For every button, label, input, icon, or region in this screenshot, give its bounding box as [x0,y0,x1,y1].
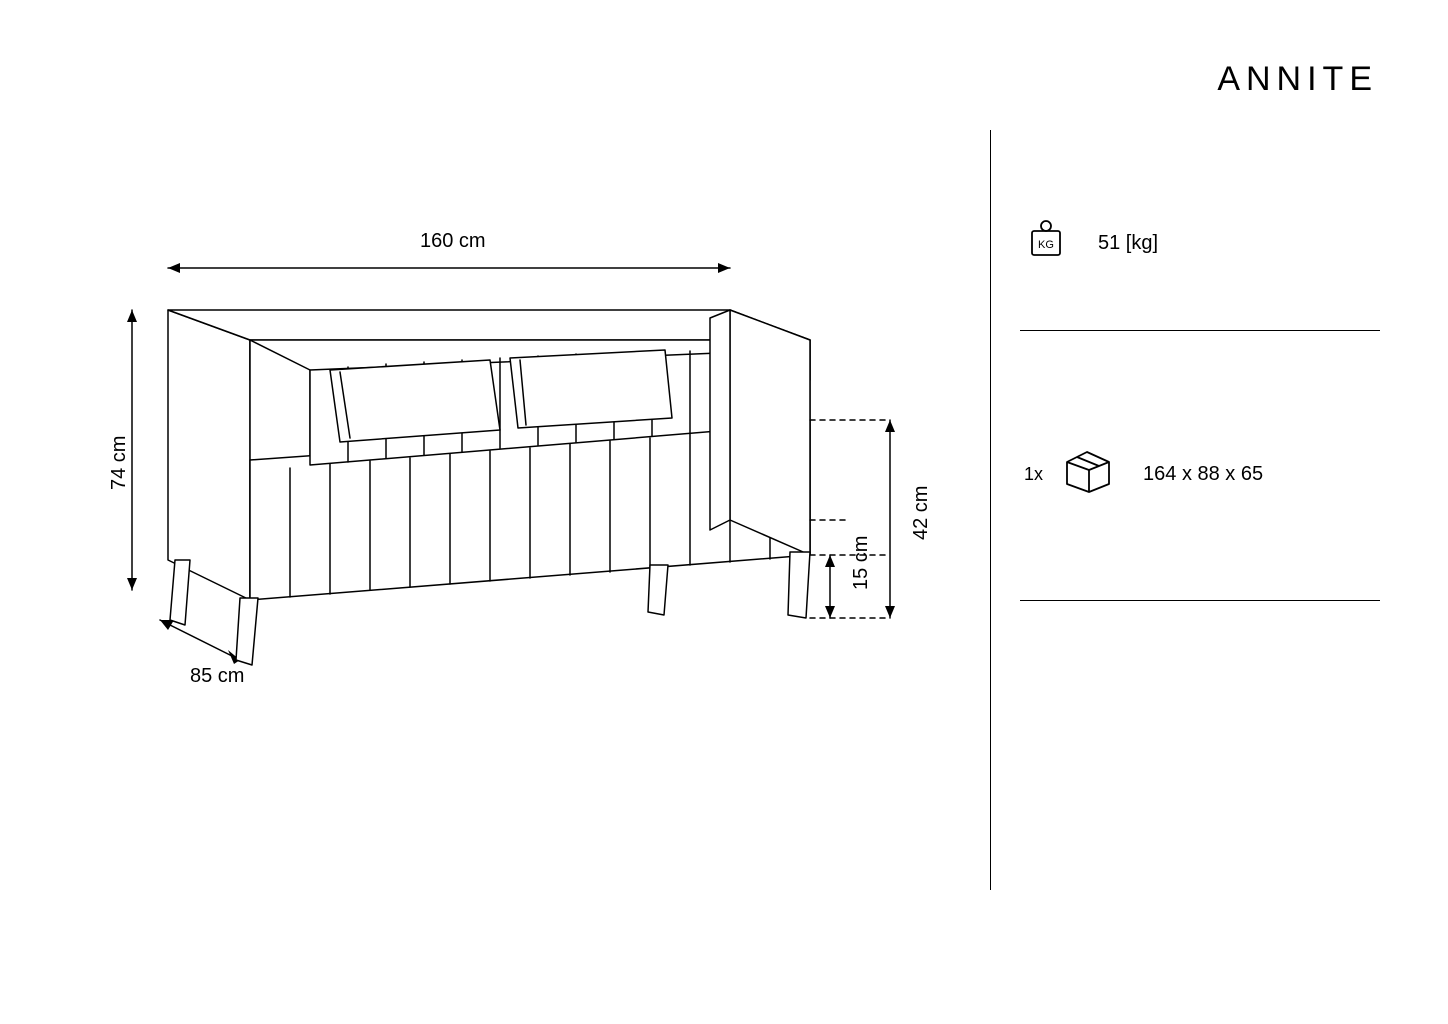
info-panel: KG 51 [kg] [1020,200,1380,286]
sofa-diagram [90,220,930,700]
depth-label: 85 cm [190,665,244,688]
package-row: 1x 164 x 88 x 65 [1020,430,1380,518]
weight-icon: KG [1024,218,1068,268]
package-qty: 1x [1024,464,1043,485]
separator-1 [1020,330,1380,331]
width-label: 160 cm [420,230,486,253]
vertical-divider [990,130,991,890]
package-panel: 1x 164 x 88 x 65 [1020,430,1380,518]
height-label: 74 cm [108,436,131,490]
separator-2 [1020,600,1380,601]
product-title: ANNITE [1217,60,1378,99]
leg-height-label: 15 cm [850,536,873,590]
svg-text:KG: KG [1038,239,1054,251]
box-icon [1063,448,1113,500]
seat-height-label: 42 cm [910,486,933,540]
weight-row: KG 51 [kg] [1020,200,1380,286]
weight-value: 51 [kg] [1098,232,1158,255]
page: ANNITE KG 51 [kg] 1x [0,0,1448,1024]
package-dims: 164 x 88 x 65 [1143,463,1263,486]
